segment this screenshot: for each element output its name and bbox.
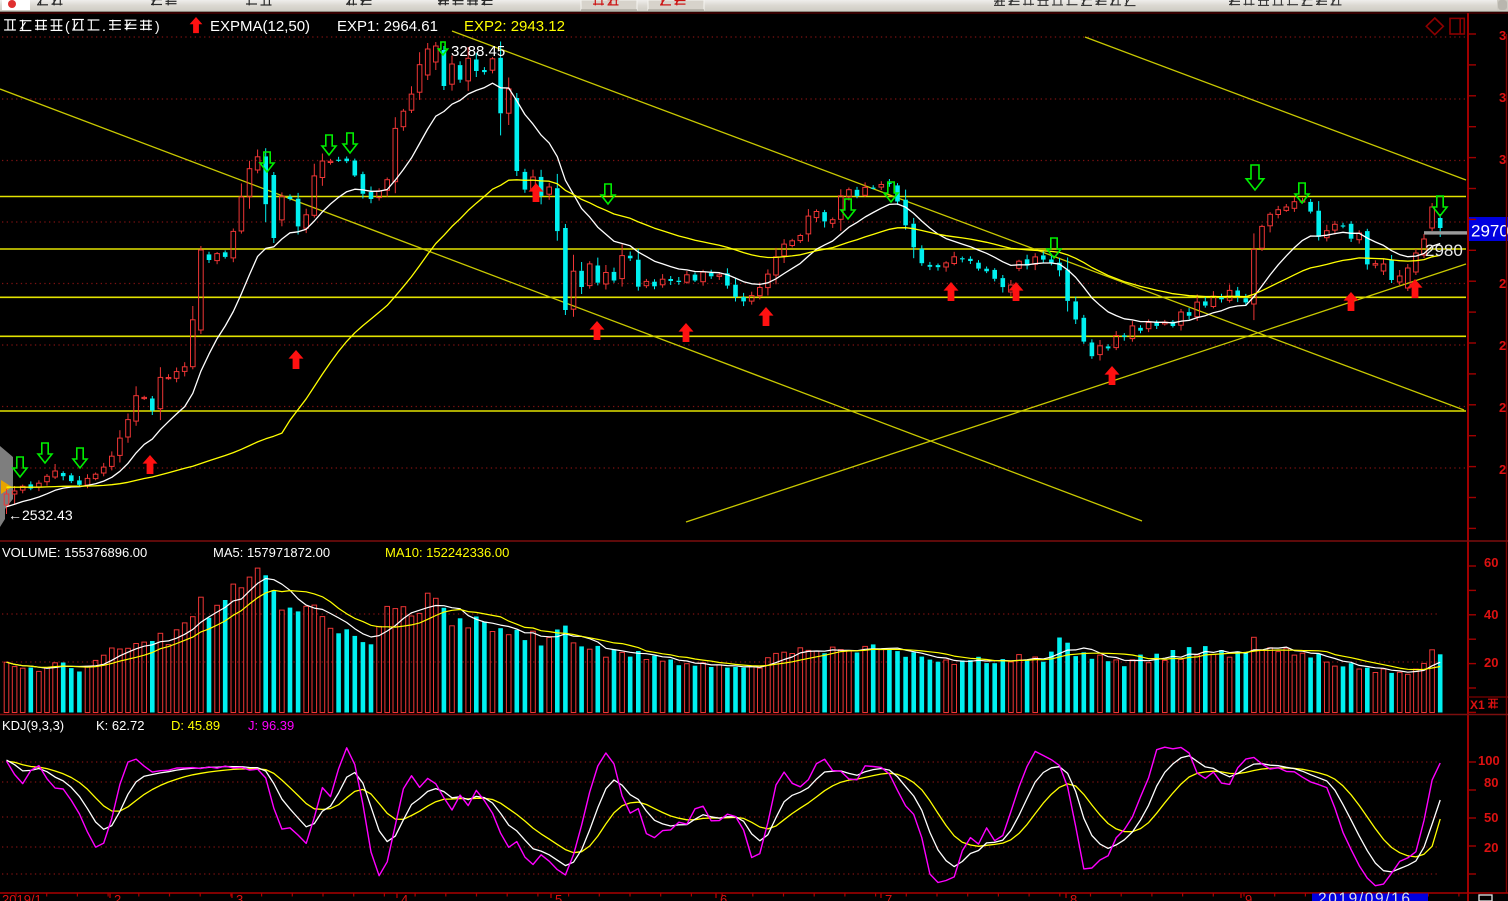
- svg-text:←2532.43: ←2532.43: [8, 507, 73, 523]
- svg-text:2: 2: [1499, 462, 1506, 477]
- svg-text:D: 45.89: D: 45.89: [171, 718, 220, 733]
- svg-text:3: 3: [1499, 152, 1506, 167]
- svg-text:2019/1: 2019/1: [2, 892, 42, 901]
- svg-text:(: (: [65, 18, 70, 34]
- svg-text:VOLUME: 155376896.00: VOLUME: 155376896.00: [2, 545, 147, 560]
- svg-text:2980: 2980: [1425, 241, 1463, 260]
- svg-text:80: 80: [1484, 775, 1498, 790]
- svg-text:J: 96.39: J: 96.39: [248, 718, 294, 733]
- svg-text:.: .: [102, 18, 106, 34]
- svg-text:2970: 2970: [1471, 222, 1508, 241]
- svg-text:7: 7: [885, 892, 892, 901]
- svg-text:3: 3: [236, 892, 243, 901]
- svg-text:K: 62.72: K: 62.72: [96, 718, 144, 733]
- svg-text:EXP1: 2964.61: EXP1: 2964.61: [337, 18, 438, 35]
- svg-text:MA10: 152242336.00: MA10: 152242336.00: [385, 545, 509, 560]
- svg-text:X1: X1: [1470, 698, 1485, 712]
- svg-text:20: 20: [1484, 840, 1498, 855]
- svg-text:9: 9: [1245, 892, 1252, 901]
- svg-text:3: 3: [1499, 90, 1506, 105]
- svg-text:EXPMA(12,50): EXPMA(12,50): [210, 18, 310, 35]
- svg-text:50: 50: [1484, 810, 1498, 825]
- svg-text:60: 60: [1484, 555, 1498, 570]
- svg-text:6: 6: [720, 892, 727, 901]
- svg-text:3288.45: 3288.45: [451, 43, 505, 60]
- svg-text:EXP2: 2943.12: EXP2: 2943.12: [464, 18, 565, 35]
- svg-text:2019/09/16: 2019/09/16: [1318, 891, 1412, 901]
- svg-text:2: 2: [1499, 400, 1506, 415]
- svg-text:40: 40: [1484, 607, 1498, 622]
- svg-text:KDJ(9,3,3): KDJ(9,3,3): [2, 718, 64, 733]
- svg-text:2: 2: [1499, 338, 1506, 353]
- svg-text:2: 2: [1499, 276, 1506, 291]
- svg-text:8: 8: [1070, 892, 1077, 901]
- svg-text:5: 5: [555, 892, 562, 901]
- svg-text:20: 20: [1484, 655, 1498, 670]
- svg-text:MA5: 157971872.00: MA5: 157971872.00: [213, 545, 330, 560]
- svg-text:2: 2: [114, 892, 121, 901]
- svg-text:4: 4: [401, 892, 408, 901]
- svg-text:100: 100: [1478, 753, 1500, 768]
- svg-text:): ): [155, 18, 160, 34]
- svg-text:3: 3: [1499, 28, 1506, 43]
